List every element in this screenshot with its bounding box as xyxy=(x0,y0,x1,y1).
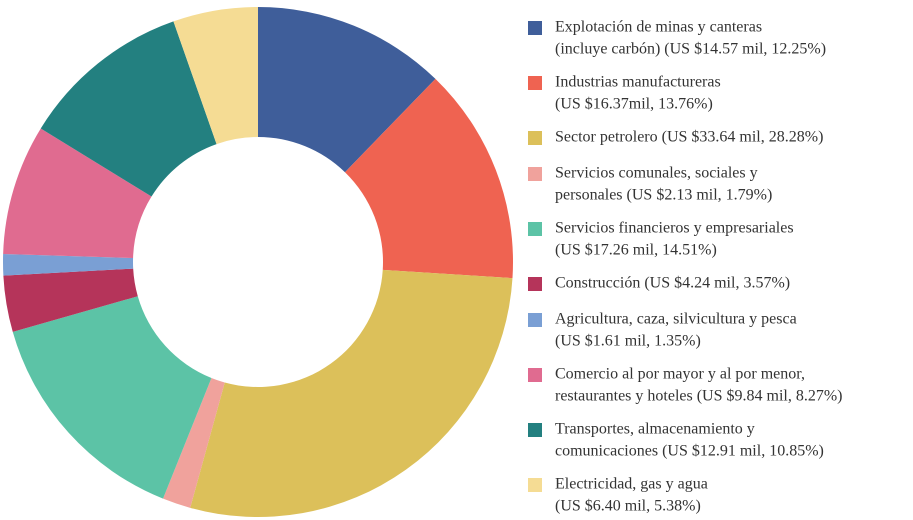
legend-swatch xyxy=(528,423,542,437)
legend-label: Comercio al por mayor y al por menor, xyxy=(555,366,805,383)
legend-label: comunicaciones (US $12.91 mil, 10.85%) xyxy=(555,443,824,460)
legend-swatch xyxy=(528,131,542,145)
legend-label: Explotación de minas y canteras xyxy=(555,19,762,36)
legend-label: Servicios comunales, sociales y xyxy=(555,165,758,182)
legend-swatch xyxy=(528,21,542,35)
legend-label: Construcción (US $4.24 mil, 3.57%) xyxy=(555,275,790,292)
donut-slice xyxy=(2,253,134,276)
legend-swatch xyxy=(528,222,542,236)
legend-label: restaurantes y hoteles (US $9.84 mil, 8.… xyxy=(555,388,843,405)
donut-slice xyxy=(258,7,436,173)
legend-label: personales (US $2.13 mil, 1.79%) xyxy=(555,187,772,204)
legend-label: Agricultura, caza, silvicultura y pesca xyxy=(555,311,797,328)
donut-slice xyxy=(173,7,258,145)
donut-slice xyxy=(40,21,217,197)
donut-slice xyxy=(3,268,138,332)
donut-slice xyxy=(190,269,513,517)
legend-label: Transportes, almacenamiento y xyxy=(555,421,755,438)
donut-slice xyxy=(163,378,225,508)
legend-label: Sector petrolero (US $33.64 mil, 28.28%) xyxy=(555,129,823,146)
legend-swatch xyxy=(528,76,542,90)
legend-label: Industrias manufactureras xyxy=(555,74,721,91)
legend-label: (US $6.40 mil, 5.38%) xyxy=(555,498,701,515)
legend-label: (US $17.26 mil, 14.51%) xyxy=(555,242,717,259)
legend-swatch xyxy=(528,167,542,181)
donut-slice xyxy=(3,128,152,259)
legend-label: (US $1.61 mil, 1.35%) xyxy=(555,333,701,350)
legend-label: Electricidad, gas y agua xyxy=(555,476,708,493)
legend-swatch xyxy=(528,368,542,382)
legend-swatch xyxy=(528,313,542,327)
legend-label: Servicios financieros y empresariales xyxy=(555,220,794,237)
legend-label: (US $16.37mil, 13.76%) xyxy=(555,96,713,113)
legend-swatch xyxy=(528,478,542,492)
legend-swatch xyxy=(528,277,542,291)
donut-slice xyxy=(12,296,212,499)
donut-slice xyxy=(344,78,513,279)
legend-label: (incluye carbón) (US $14.57 mil, 12.25%) xyxy=(555,41,826,58)
